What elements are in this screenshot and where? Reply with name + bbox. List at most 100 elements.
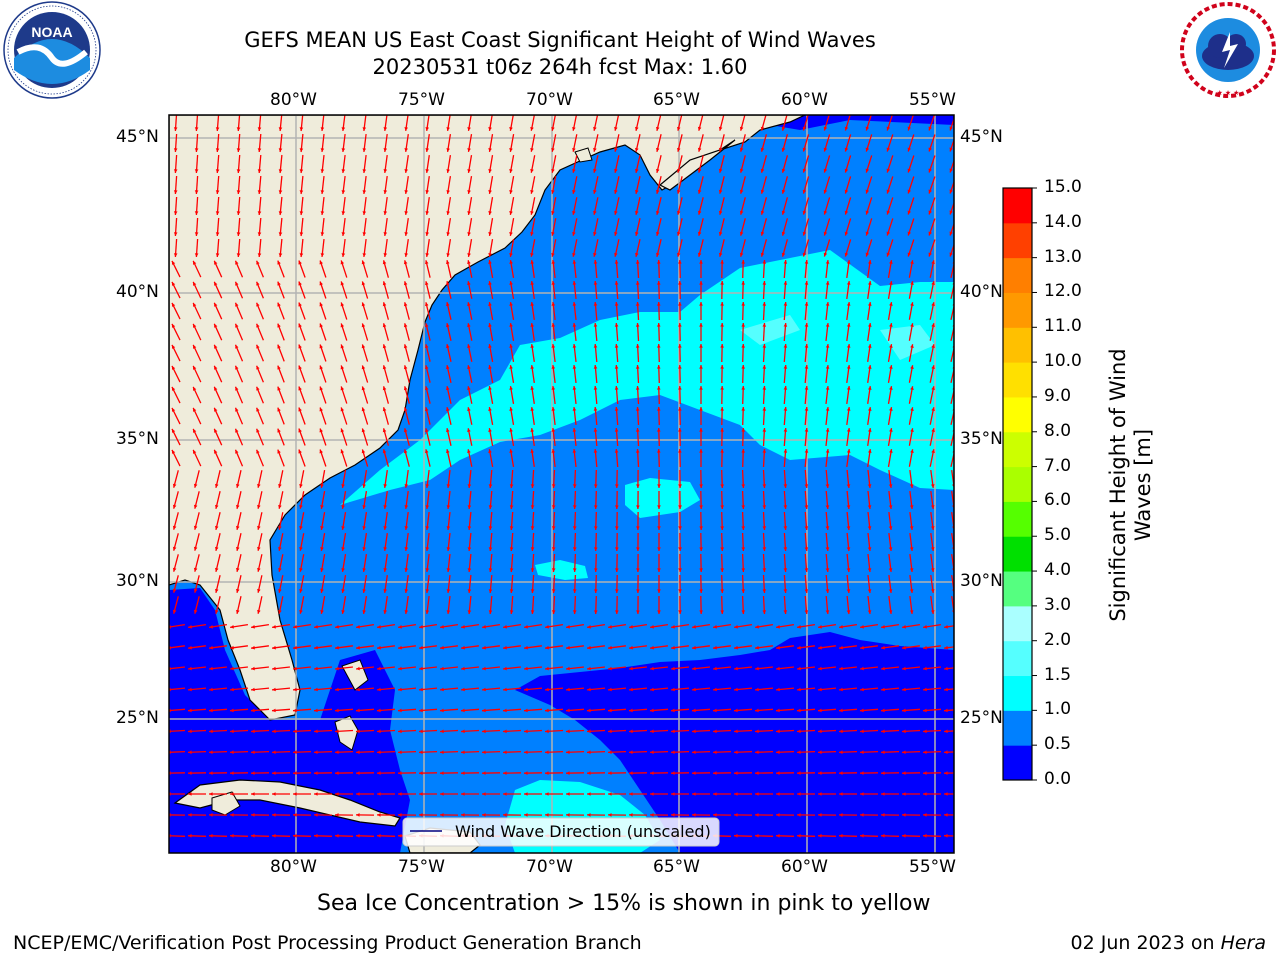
wave-direction-arrowhead: [783, 302, 788, 306]
wave-direction-arrowhead: [467, 169, 471, 173]
colorbar-tick-label: 2.0: [1044, 629, 1072, 650]
wave-direction-arrowhead: [235, 260, 239, 265]
wave-direction-arrowhead: [398, 666, 402, 671]
wave-direction-arrowhead: [697, 126, 702, 131]
wave-direction-arrowhead: [530, 386, 534, 390]
wave-direction-arrowhead: [657, 589, 661, 593]
wave-direction-arrowhead: [446, 344, 450, 349]
wave-direction-arrowhead: [398, 750, 402, 754]
wave-direction-arrowhead: [839, 813, 843, 817]
colorbar-tick-label: 8.0: [1044, 420, 1072, 441]
wave-direction-arrowhead: [755, 750, 759, 754]
wave-direction-arrowhead: [797, 771, 801, 775]
wave-direction-arrowhead: [446, 428, 450, 433]
wave-direction-arrowhead: [172, 483, 177, 488]
wave-direction-arrowhead: [657, 526, 661, 530]
wave-direction-arrowhead: [755, 666, 759, 671]
wave-direction-arrowhead: [797, 750, 801, 754]
wave-direction-arrowhead: [194, 148, 199, 152]
wave-direction-arrowhead: [760, 210, 765, 215]
wave-direction-arrowhead: [657, 484, 661, 488]
wave-direction-arrowhead: [425, 232, 429, 236]
wave-direction-arrowhead: [215, 483, 219, 488]
wave-direction-arrowhead: [720, 526, 724, 530]
wave-direction-arrowhead: [341, 568, 345, 572]
wave-direction-arrowhead: [720, 386, 724, 390]
wave-direction-arrowhead: [314, 792, 318, 796]
wave-direction-arrowhead: [572, 344, 577, 348]
wave-direction-arrowhead: [783, 260, 788, 264]
wave-direction-arrowhead: [530, 281, 534, 285]
wave-direction-arrowhead: [823, 231, 828, 236]
wave-direction-arrowhead: [530, 484, 535, 488]
wave-direction-arrowhead: [902, 666, 906, 671]
wave-direction-arrowhead: [650, 813, 654, 817]
wave-direction-arrowhead: [461, 666, 465, 671]
wave-direction-arrowhead: [482, 729, 486, 734]
colorbar-tick-label: 7.0: [1044, 455, 1072, 476]
colorbar-segment: [1003, 292, 1032, 328]
lat-tick-right-4: 25°N: [960, 708, 1003, 728]
wave-direction-arrow: [950, 261, 954, 278]
wave-direction-arrowhead: [383, 589, 387, 593]
wave-direction-arrowhead: [509, 484, 514, 488]
wave-direction-arrowhead: [257, 211, 262, 215]
wave-direction-arrowhead: [804, 428, 809, 432]
wave-direction-arrowhead: [741, 568, 745, 572]
wave-direction-arrowhead: [587, 666, 591, 671]
wave-direction-arrowhead: [383, 610, 387, 614]
wave-direction-arrowhead: [760, 231, 765, 236]
wave-direction-arrowhead: [907, 189, 911, 194]
wave-direction-arrowhead: [193, 386, 197, 391]
wave-direction-arrowhead: [251, 750, 255, 754]
wave-direction-arrowhead: [699, 568, 703, 572]
wave-direction-arrowhead: [403, 428, 408, 433]
wave-direction-arrowhead: [488, 610, 493, 614]
wave-direction-arrowhead: [425, 589, 430, 593]
wave-direction-arrowhead: [403, 260, 408, 265]
wave-direction-arrowhead: [446, 253, 450, 257]
wave-direction-arrowhead: [629, 792, 633, 796]
wave-direction-arrowhead: [931, 505, 935, 509]
wave-direction-arrowhead: [509, 344, 513, 348]
wave-direction-arrowhead: [467, 484, 472, 488]
wave-direction-arrowhead: [235, 323, 239, 328]
wave-direction-arrowhead: [776, 729, 780, 734]
wave-direction-arrowhead: [762, 344, 767, 348]
wave-direction-arrowhead: [566, 645, 570, 650]
wave-direction-arrowhead: [272, 625, 276, 629]
wave-direction-arrowhead: [461, 687, 465, 692]
wave-direction-arrowhead: [713, 792, 717, 796]
wave-direction-arrowhead: [467, 323, 471, 327]
wave-direction-arrowhead: [173, 211, 178, 215]
wave-direction-arrowhead: [257, 525, 261, 530]
wave-direction-arrowhead: [697, 231, 702, 236]
wave-direction-arrowhead: [214, 386, 218, 391]
wave-direction-arrowhead: [277, 449, 281, 454]
wave-direction-arrowhead: [251, 708, 255, 713]
wave-direction-arrowhead: [214, 407, 218, 412]
lon-tick-top-0: 80°W: [270, 90, 317, 110]
low-wave-zone-south: [515, 632, 954, 853]
wave-direction-arrowhead: [865, 147, 870, 152]
wave-direction-arrowhead: [235, 302, 239, 307]
wave-direction-arrowhead: [865, 252, 870, 257]
wave-direction-arrowhead: [419, 666, 423, 671]
wave-direction-arrowhead: [949, 147, 953, 152]
svg-text:★ ★ ★: ★ ★ ★: [1217, 89, 1240, 97]
wave-direction-arrowhead: [230, 792, 234, 796]
wave-direction-arrowhead: [802, 210, 807, 215]
wave-direction-arrowhead: [209, 771, 213, 775]
wave-direction-arrowhead: [656, 147, 660, 152]
wave-direction-arrowhead: [551, 589, 556, 593]
wave-direction-arrowhead: [949, 210, 953, 215]
wave-direction-arrowhead: [425, 386, 429, 391]
wave-direction-arrowhead: [572, 169, 576, 173]
wave-direction-arrowhead: [909, 505, 914, 509]
wave-direction-arrowhead: [910, 365, 914, 369]
wave-direction-arrowhead: [608, 729, 612, 734]
wave-direction-arrowhead: [278, 211, 283, 215]
wave-direction-arrowhead: [257, 127, 262, 131]
wave-direction-arrowhead: [572, 407, 577, 411]
wave-direction-arrowhead: [524, 750, 528, 754]
